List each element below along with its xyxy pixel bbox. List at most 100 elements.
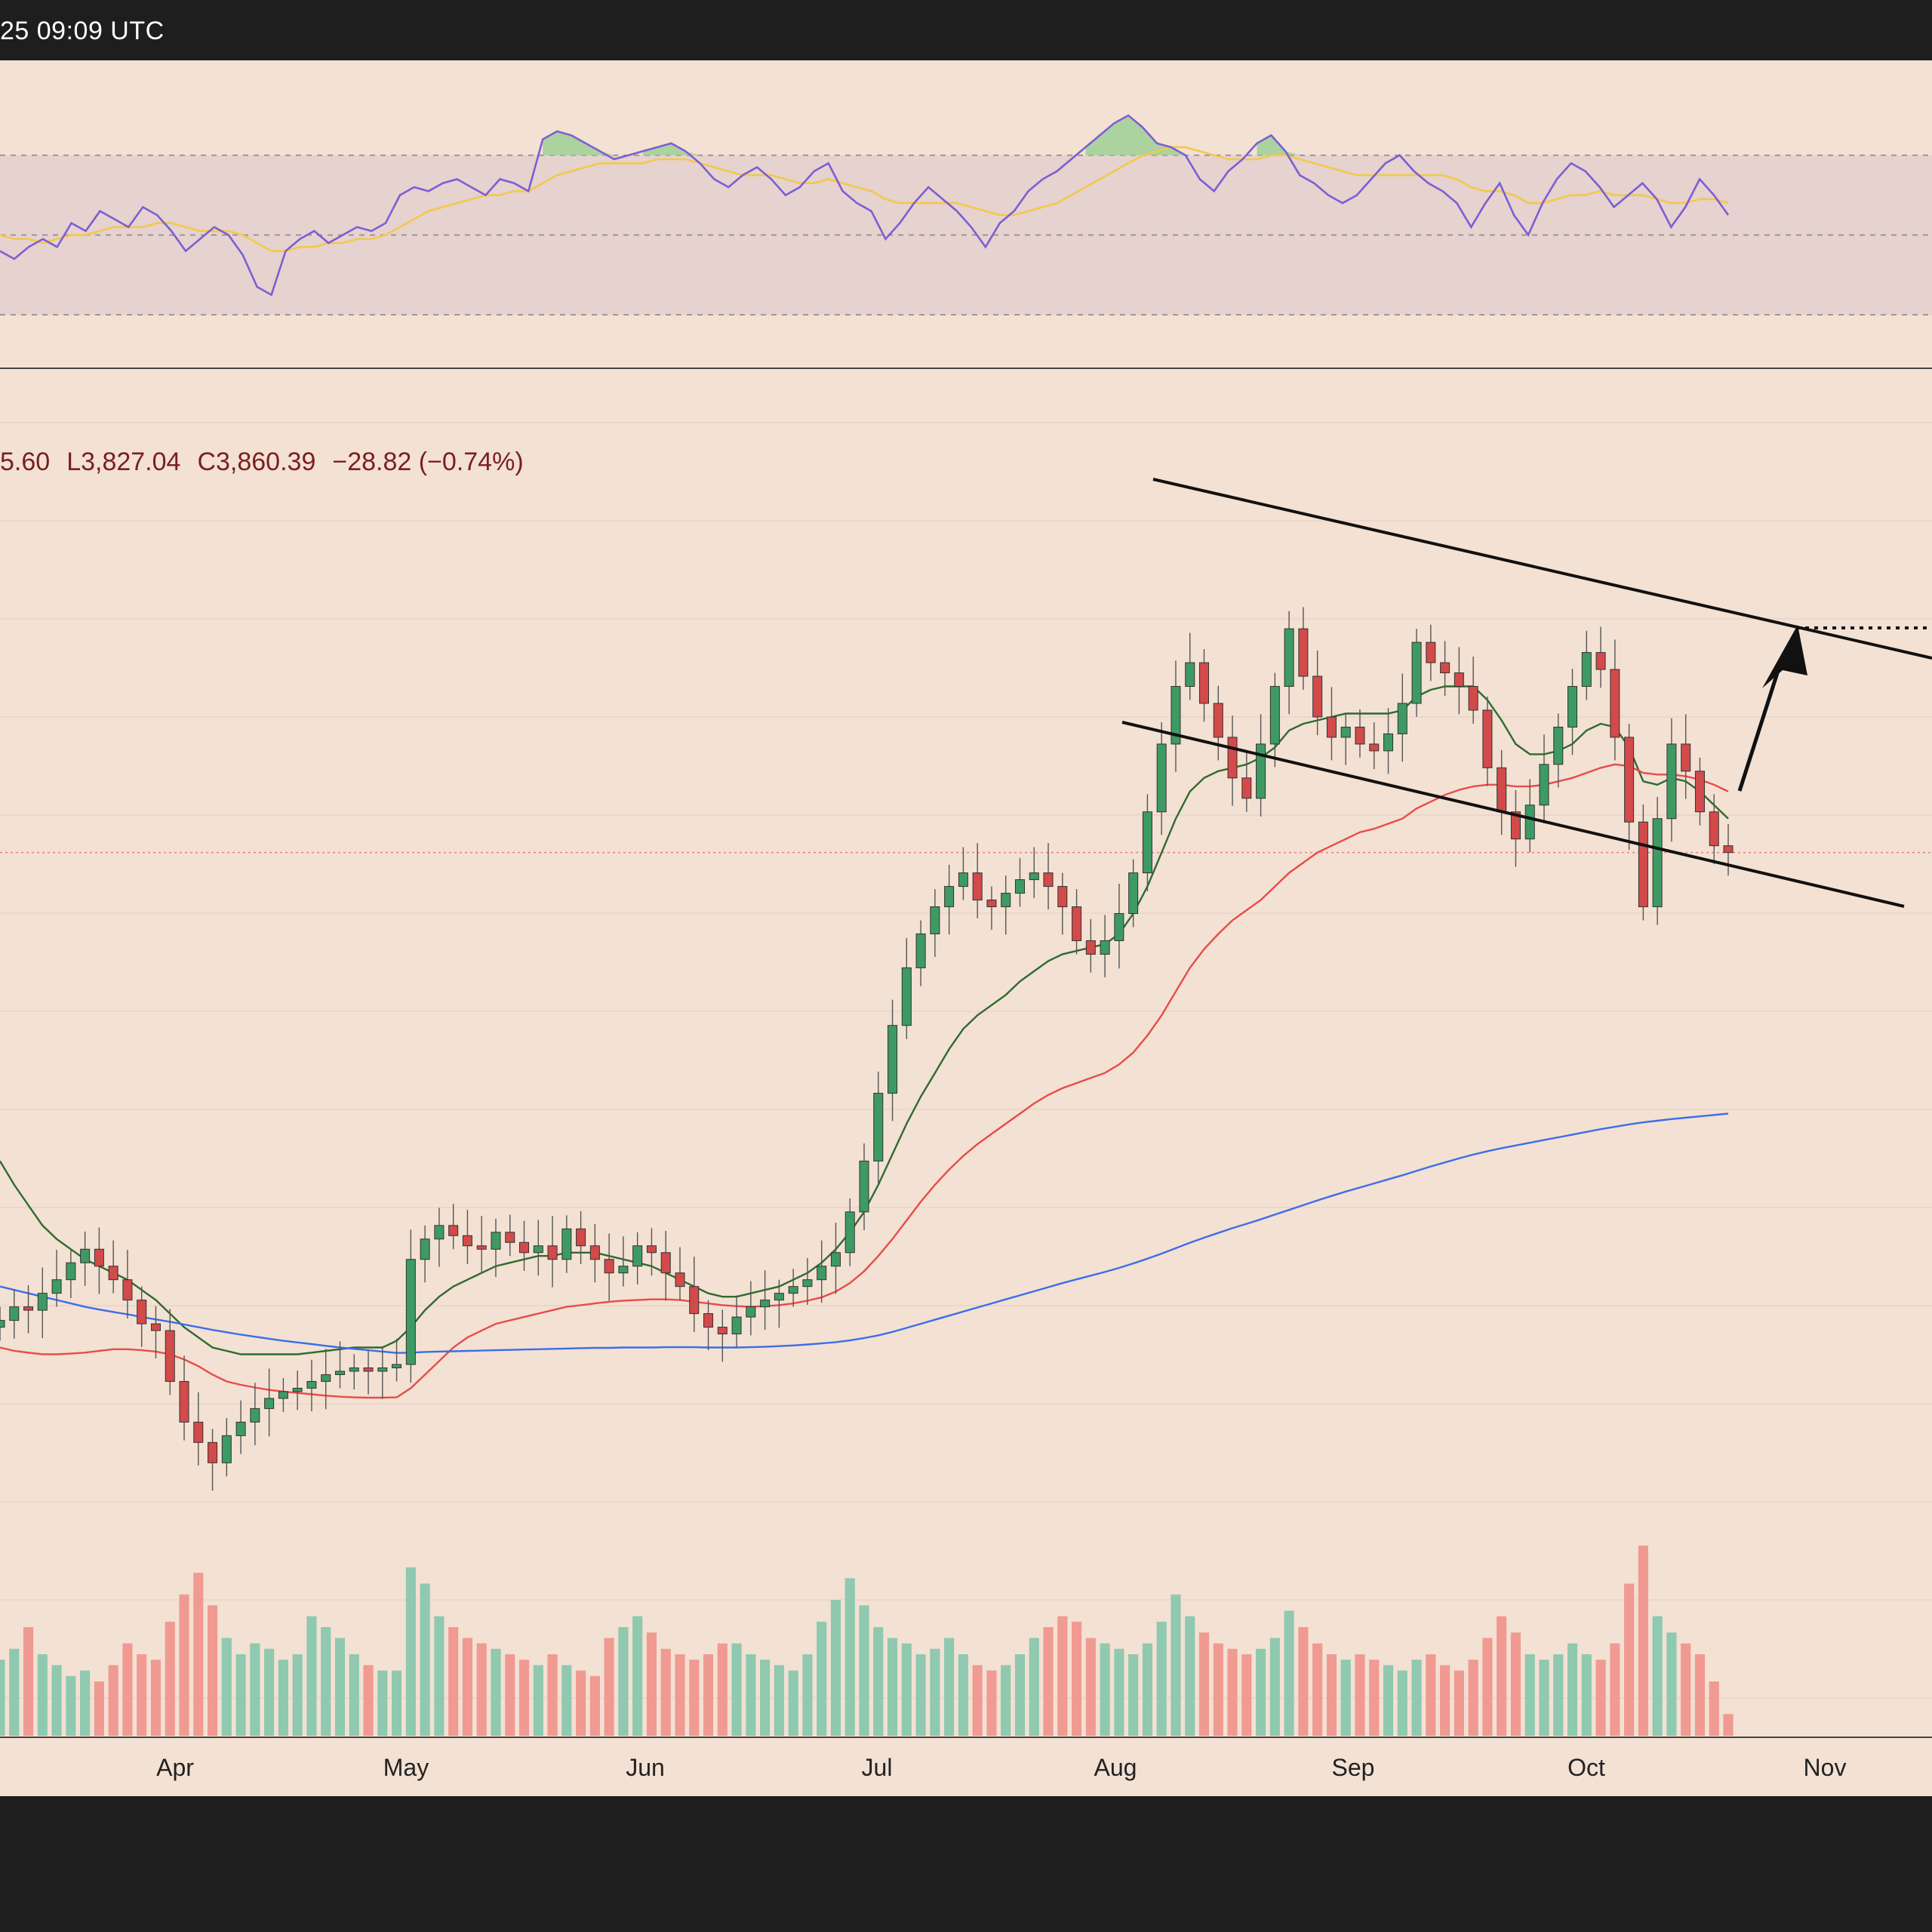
volume-bar <box>1524 1654 1535 1736</box>
candle <box>1383 708 1394 774</box>
candle-body <box>1638 821 1648 908</box>
candle <box>1624 723 1635 851</box>
candle-body <box>1666 743 1677 820</box>
candle-body <box>746 1306 756 1318</box>
volume-bar <box>576 1670 586 1736</box>
volume-bar <box>122 1643 133 1736</box>
volume-bar <box>1185 1616 1195 1736</box>
candle-body <box>1241 777 1252 799</box>
candle <box>1355 709 1365 758</box>
candle-body <box>1312 675 1323 718</box>
candle-body <box>1369 743 1380 752</box>
chart-panel[interactable]: Apr May Jun Jul Aug Sep Oct Nov 5.60 L3,827.04 C3… <box>0 60 1932 1796</box>
candle <box>377 1346 388 1399</box>
candle <box>817 1240 827 1303</box>
volume-bar <box>660 1648 671 1736</box>
candle-body <box>1553 726 1564 765</box>
candle-body <box>632 1245 643 1267</box>
candle-body <box>179 1380 189 1423</box>
candle <box>660 1231 671 1301</box>
candle <box>944 864 955 935</box>
candle <box>1340 713 1351 765</box>
volume-bar <box>165 1621 175 1736</box>
candle <box>66 1249 76 1298</box>
candle-body <box>165 1330 175 1382</box>
candle-body <box>986 900 997 908</box>
candle-body <box>760 1300 771 1308</box>
x-tick-label: Apr <box>156 1754 194 1781</box>
volume-bar <box>1128 1654 1139 1736</box>
candle <box>746 1281 756 1336</box>
volume-bar <box>94 1681 104 1736</box>
x-tick-label: Oct <box>1567 1754 1605 1781</box>
candle-body <box>561 1228 572 1260</box>
candle <box>646 1228 657 1276</box>
candle <box>23 1284 34 1334</box>
candle <box>1567 669 1578 755</box>
candle <box>844 1198 855 1266</box>
candle-body <box>448 1225 459 1236</box>
ohlc-change: −28.82 (−0.74%) <box>332 448 524 476</box>
candle <box>604 1233 614 1301</box>
candle <box>1057 872 1068 935</box>
candle-body <box>1284 628 1294 688</box>
volume-bar <box>1610 1643 1620 1736</box>
candle <box>1198 649 1209 722</box>
volume-bar <box>760 1660 771 1736</box>
candle <box>278 1377 288 1412</box>
candle-body <box>66 1262 76 1281</box>
volume-bar <box>207 1605 218 1736</box>
volume-bar <box>1142 1643 1152 1736</box>
candle-body <box>94 1248 104 1267</box>
volume-bar <box>264 1648 275 1736</box>
volume-bar <box>1723 1714 1734 1736</box>
volume-bar <box>1241 1654 1252 1736</box>
candle <box>901 937 912 1039</box>
volume-bar <box>703 1654 714 1736</box>
candle-body <box>1128 872 1139 915</box>
candle <box>37 1267 48 1338</box>
candle <box>1269 672 1280 768</box>
candle-body <box>859 1160 869 1213</box>
candle-body <box>675 1272 685 1287</box>
volume-bar <box>1709 1681 1719 1736</box>
volume-bar <box>448 1627 459 1736</box>
candle <box>915 920 926 986</box>
candle <box>1539 734 1549 824</box>
candle <box>1043 843 1054 910</box>
candle <box>576 1211 586 1265</box>
chart-svg[interactable]: Apr May Jun Jul Aug Sep Oct Nov <box>0 60 1932 1796</box>
volume-bar <box>873 1627 884 1736</box>
candle <box>533 1220 543 1276</box>
candle <box>363 1350 374 1395</box>
volume-bar <box>802 1654 813 1736</box>
candle-body <box>1198 662 1209 704</box>
candle <box>420 1225 430 1283</box>
candle-body <box>915 933 926 968</box>
candle <box>1326 687 1337 761</box>
candle-body <box>405 1259 416 1365</box>
candle-body <box>817 1266 827 1281</box>
candle-body <box>646 1245 657 1254</box>
volume-bar <box>830 1600 841 1736</box>
volume-bar <box>915 1654 926 1736</box>
candle-body <box>1624 737 1635 823</box>
candle <box>1610 639 1620 761</box>
candle <box>589 1224 600 1283</box>
candle <box>1227 715 1238 806</box>
volume-bar <box>1369 1660 1380 1736</box>
candle-body <box>802 1279 813 1287</box>
candle <box>731 1295 742 1348</box>
ohlc-open: 5.60 <box>0 448 51 476</box>
candle <box>476 1216 487 1272</box>
candle-body <box>51 1279 62 1294</box>
candle <box>788 1269 798 1307</box>
volume-bar <box>1553 1654 1564 1736</box>
candle-body <box>491 1232 501 1250</box>
candle <box>1426 624 1436 681</box>
candle <box>675 1247 685 1300</box>
candle <box>448 1204 459 1250</box>
candle <box>108 1240 118 1294</box>
volume-bar <box>1227 1648 1238 1736</box>
candle <box>632 1232 643 1284</box>
